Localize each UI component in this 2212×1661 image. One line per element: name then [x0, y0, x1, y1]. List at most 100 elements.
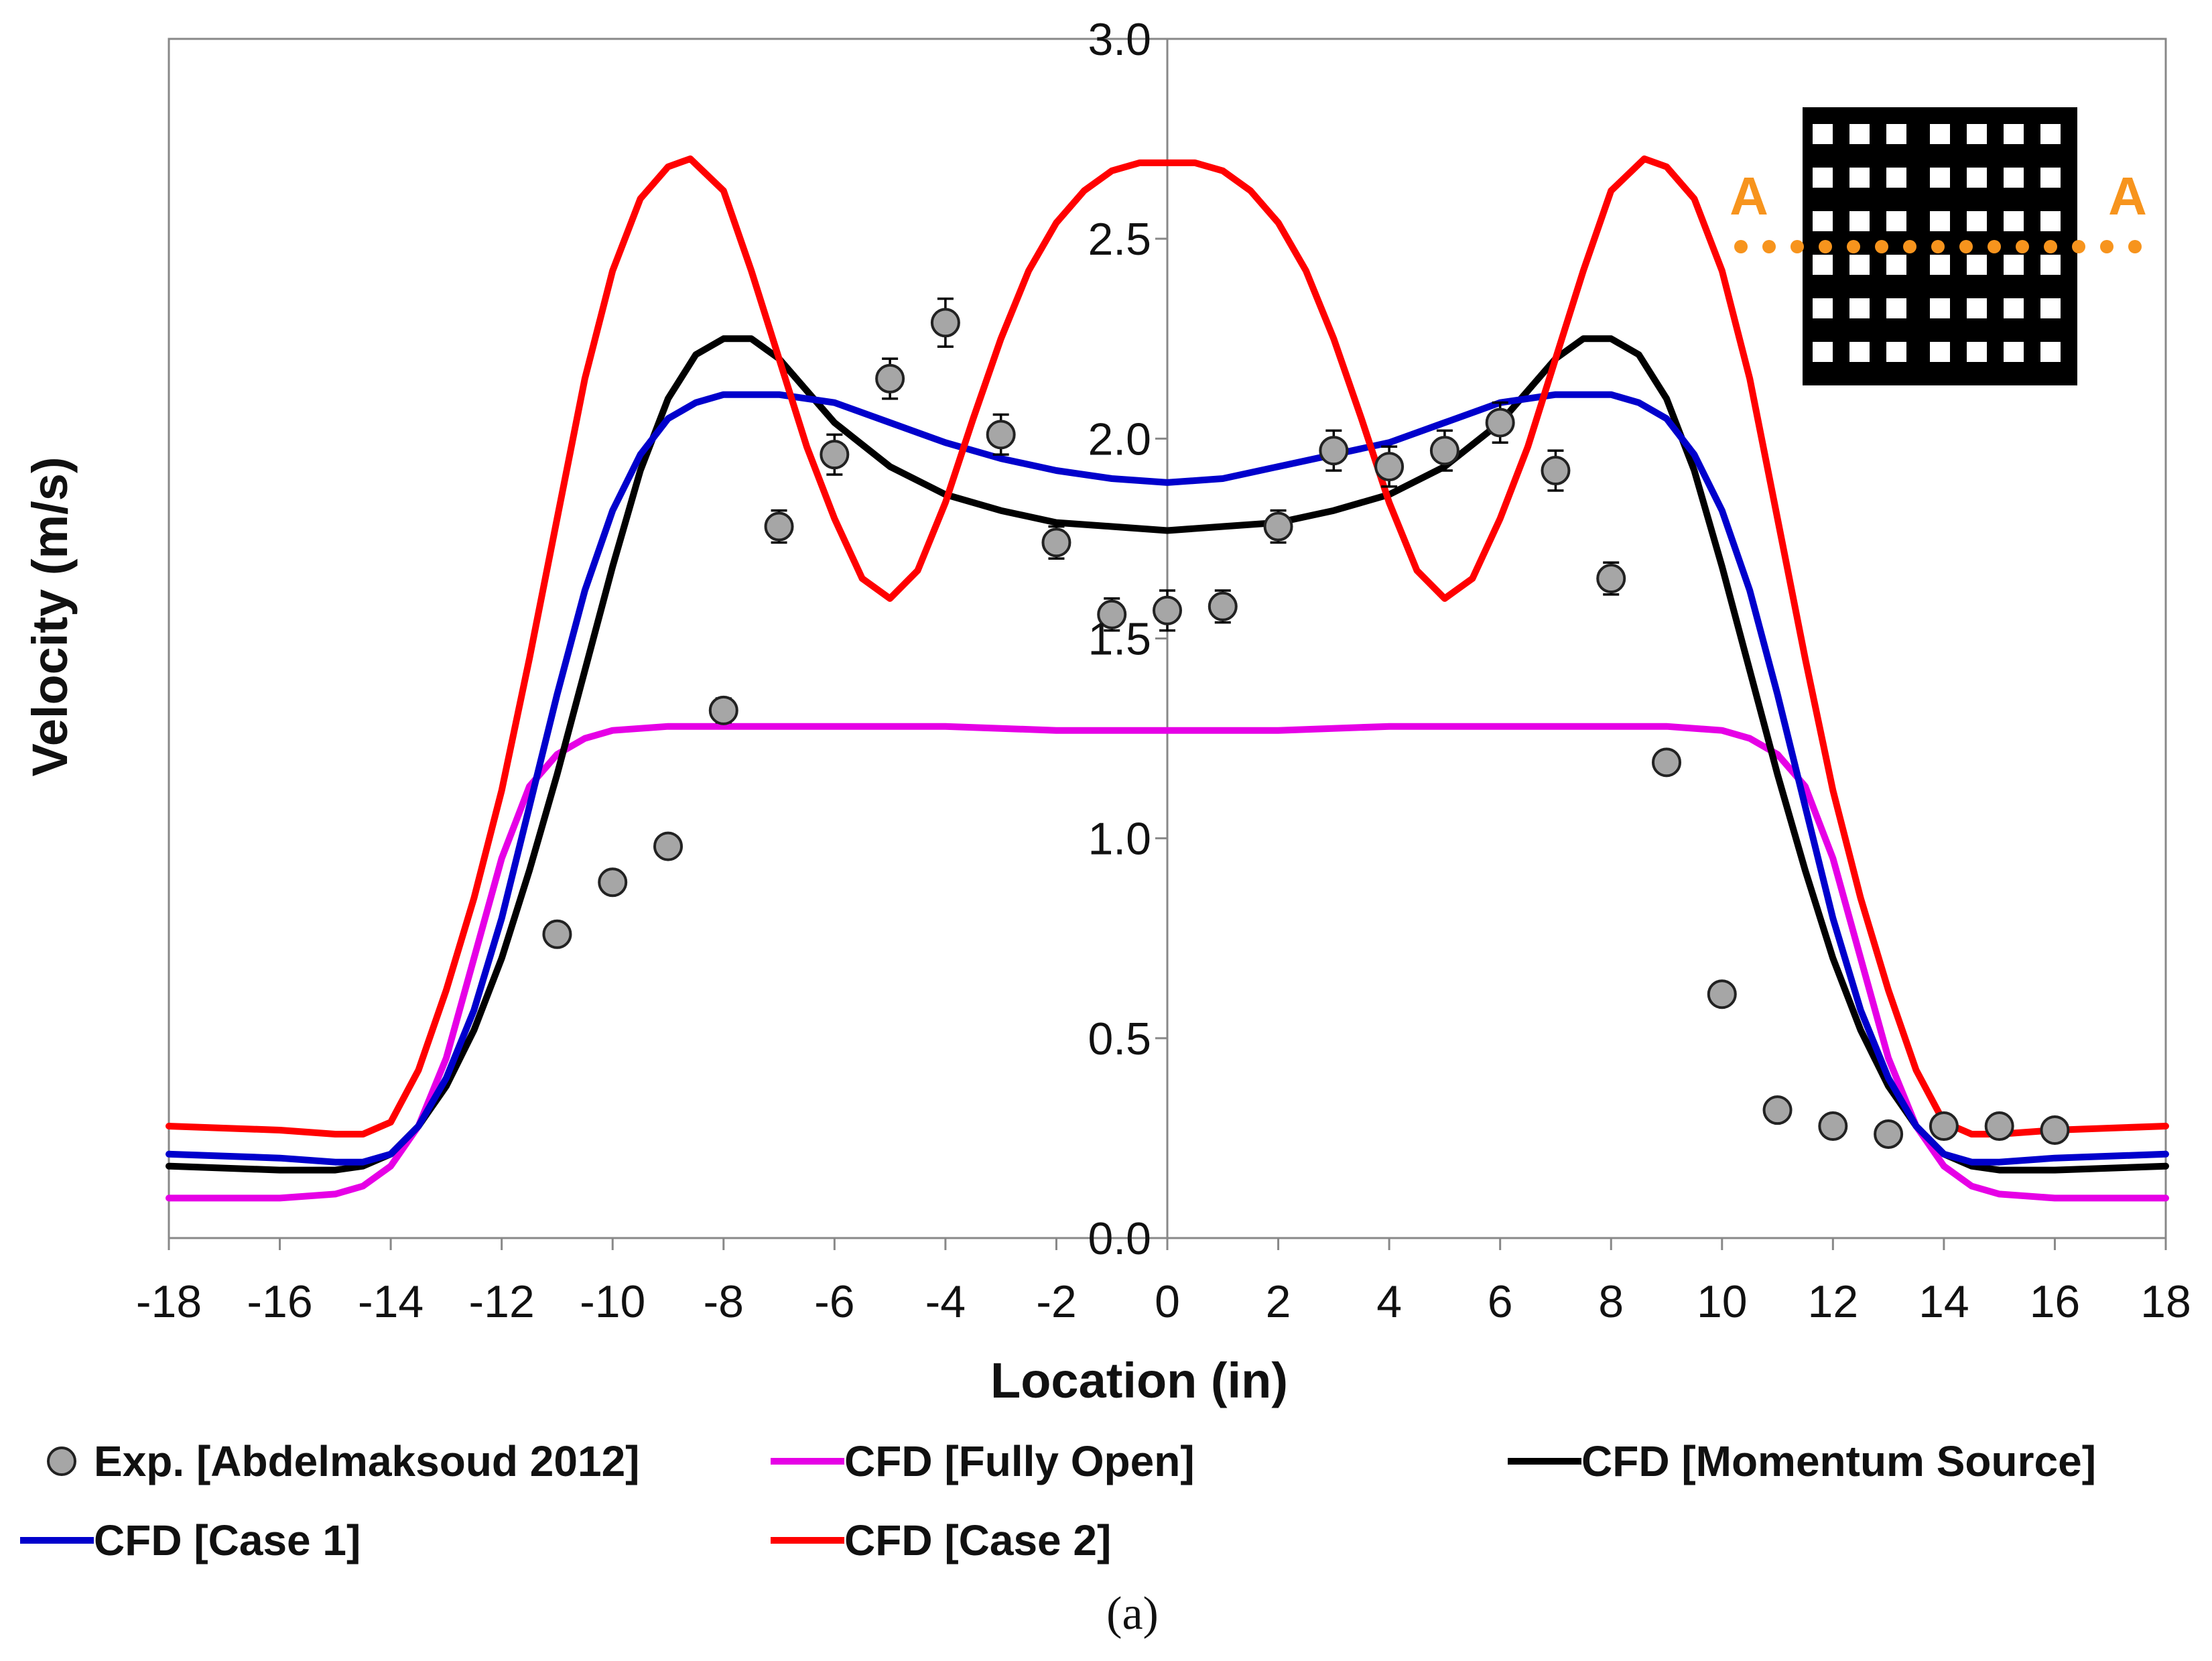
axes	[168, 38, 2167, 1250]
data-point	[1153, 595, 1182, 625]
data-point	[1596, 564, 1626, 594]
inset-grid-cell	[2040, 255, 2061, 275]
inset-grid-cell	[1849, 211, 1870, 231]
section-line-dot	[1791, 240, 1804, 253]
section-line-dot	[2072, 240, 2085, 253]
inset-grid-cell	[2004, 211, 2024, 231]
data-point	[2040, 1115, 2070, 1145]
series-line-cfd-case-2	[166, 155, 2169, 1137]
x-tick-label: -2	[1036, 1276, 1076, 1327]
inset-grid-cell	[1967, 255, 1987, 275]
section-line-dot	[1988, 240, 2001, 253]
x-tick-label: 8	[1598, 1276, 1624, 1327]
data-point	[1707, 979, 1737, 1009]
data-point	[1652, 747, 1681, 778]
x-tick-label: 2	[1266, 1276, 1291, 1327]
data-point	[820, 440, 850, 470]
inset-grid-cell	[2004, 124, 2024, 144]
inset-grid-cell	[2040, 168, 2061, 188]
data-point	[1818, 1111, 1848, 1142]
data-point	[1762, 1095, 1793, 1125]
data-point	[875, 363, 905, 393]
x-tick-label: -12	[469, 1276, 535, 1327]
data-point	[986, 420, 1016, 450]
data-point	[764, 511, 794, 542]
inset-grid-cell	[1967, 168, 1987, 188]
x-tick-label: -18	[136, 1276, 202, 1327]
inset-grid-cell	[1813, 298, 1833, 318]
x-tick-label: 18	[2140, 1276, 2191, 1327]
inset-grid-cell	[1930, 255, 1950, 275]
inset-grid-cell	[1813, 211, 1833, 231]
inset-grid-cell	[2040, 124, 2061, 144]
section-line-dot	[1875, 240, 1888, 253]
legend-label-cfd-momentum-source: CFD [Momentum Source]	[1581, 1437, 2096, 1485]
data-point	[1208, 591, 1238, 621]
x-tick-label: -8	[704, 1276, 744, 1327]
inset-grid-cell	[1886, 342, 1906, 362]
inset-grid-cell	[1967, 211, 1987, 231]
inset-grid-cell	[1813, 124, 1833, 144]
inset-grid-cell	[2004, 168, 2024, 188]
y-tick-label: 2.5	[1088, 214, 1151, 265]
legend: Exp. [Abdelmaksoud 2012] CFD [Fully Open]…	[20, 1437, 2096, 1564]
section-line-dot	[2016, 240, 2029, 253]
legend-label-exp-abdelmaksoud-2012: Exp. [Abdelmaksoud 2012]	[94, 1437, 639, 1485]
inset-grid-cell	[1886, 168, 1906, 188]
inset-grid-cell	[1849, 124, 1870, 144]
y-tick-label: 0.5	[1088, 1013, 1151, 1064]
inset-grid-cell	[1849, 255, 1870, 275]
y-tick-label: 1.5	[1088, 614, 1151, 665]
inset-grid-cell	[2040, 298, 2061, 318]
section-line-dot	[1847, 240, 1860, 253]
x-tick-label: 16	[2030, 1276, 2081, 1327]
x-tick-label: 4	[1376, 1276, 1402, 1327]
inset-grid-cell	[1849, 342, 1870, 362]
inset-grid-cell	[2040, 342, 2061, 362]
data-point	[598, 867, 628, 898]
inset-grid-cell	[2004, 342, 2024, 362]
section-line-dot	[1959, 240, 1973, 253]
data-point	[542, 919, 572, 949]
data-point	[930, 308, 960, 338]
x-tick-label: 6	[1488, 1276, 1513, 1327]
series-line-cfd-momentum-source	[166, 335, 2169, 1174]
legend-label-cfd-case-2: CFD [Case 2]	[844, 1516, 1111, 1564]
inset-grid-cell	[1849, 298, 1870, 318]
inset-grid-cell	[1849, 168, 1870, 188]
inset-cells	[1813, 124, 2061, 362]
x-tick-label: -6	[814, 1276, 854, 1327]
section-label-left: A	[1730, 166, 1768, 226]
inset-grid-cell	[1930, 298, 1950, 318]
section-line-dot	[1903, 240, 1916, 253]
y-axis-title: Velocity (m/s)	[22, 456, 78, 776]
section-line-dot	[2100, 240, 2113, 253]
series-line-cfd-case-1	[166, 391, 2169, 1166]
data-point	[1485, 408, 1515, 438]
inset-grid-cell	[1886, 298, 1906, 318]
y-tick-label: 1.0	[1088, 814, 1151, 865]
y-tick-label: 0.0	[1088, 1213, 1151, 1264]
data-point	[1319, 436, 1349, 466]
inset-grid-cell	[1967, 298, 1987, 318]
inset-grid-cell	[2004, 298, 2024, 318]
inset-grid-cell	[1930, 124, 1950, 144]
data-point	[1984, 1111, 2014, 1142]
inset-grid-cell	[1813, 255, 1833, 275]
series-layer	[166, 155, 2169, 1202]
section-line-dot	[1819, 240, 1832, 253]
x-tick-label: -14	[358, 1276, 424, 1327]
inset-grid-cell	[1967, 342, 1987, 362]
figure-caption: (a)	[1106, 1588, 1159, 1640]
section-line-dot	[1734, 240, 1748, 253]
legend-label-cfd-case-1: CFD [Case 1]	[94, 1516, 361, 1564]
section-line-a-a	[1734, 240, 2142, 253]
x-tick-label: 10	[1697, 1276, 1748, 1327]
inset-grid-cell	[2040, 211, 2061, 231]
data-point	[708, 695, 738, 725]
data-point	[653, 831, 683, 861]
series-scatter-experimental	[542, 297, 2070, 1149]
section-line-dot	[1931, 240, 1945, 253]
inset-grid-cell	[1930, 211, 1950, 231]
